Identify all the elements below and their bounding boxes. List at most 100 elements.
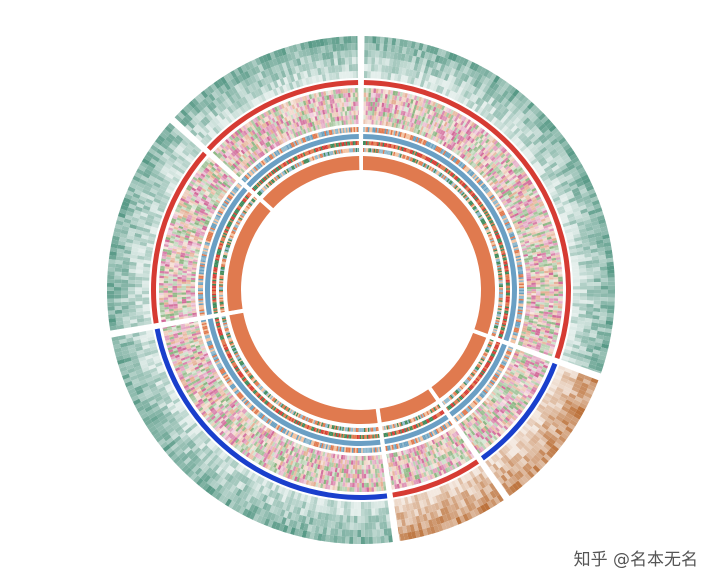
heatmap-cell <box>558 284 563 287</box>
heatmap-cell <box>552 242 558 246</box>
heatmap-cell <box>422 58 428 67</box>
heatmap-cell <box>445 117 450 123</box>
heatmap-cell <box>512 107 520 115</box>
heatmap-cell <box>459 152 465 158</box>
heatmap-cell <box>533 316 539 320</box>
heatmap-cell <box>420 97 425 103</box>
heatmap-cell <box>520 216 526 221</box>
heatmap-cell <box>418 42 424 51</box>
heatmap-cell <box>526 246 532 250</box>
heatmap-cell <box>523 253 529 257</box>
heatmap-cell <box>350 515 354 523</box>
heatmap-cell <box>372 468 376 474</box>
heatmap-cell <box>529 202 535 207</box>
heatmap-cell <box>583 324 592 330</box>
heatmap-cell <box>390 44 396 53</box>
heatmap-cell <box>529 241 535 245</box>
heatmap-cell <box>553 130 562 139</box>
heatmap-cell <box>346 508 351 516</box>
heatmap-cell <box>552 262 557 266</box>
heatmap-cell <box>357 536 361 544</box>
heatmap-cell <box>513 161 519 167</box>
heatmap-cell <box>553 284 559 287</box>
heatmap-cell <box>599 351 608 357</box>
heatmap-cell <box>589 213 597 220</box>
heatmap-cell <box>537 319 543 323</box>
heatmap-cell <box>371 57 376 65</box>
heatmap-cell <box>548 225 554 230</box>
heatmap-cell <box>485 145 491 151</box>
heatmap-cell <box>388 112 392 118</box>
heatmap-cell <box>525 334 530 338</box>
heatmap-cell <box>556 261 562 265</box>
heatmap-cell <box>514 186 520 192</box>
heatmap-cell <box>386 44 392 52</box>
heatmap-cell <box>596 214 605 221</box>
heatmap-cell <box>559 212 567 218</box>
heatmap-cell <box>522 137 531 145</box>
heatmap-cell <box>361 455 364 461</box>
heatmap-cell <box>493 140 499 146</box>
heatmap-cell <box>380 88 384 94</box>
heatmap-cell <box>359 482 362 488</box>
heatmap-cell <box>601 234 610 240</box>
heatmap-cell <box>466 91 473 100</box>
heatmap-cell <box>368 464 371 470</box>
heatmap-cell <box>508 86 517 95</box>
heatmap-cell <box>462 138 467 144</box>
heatmap-cell <box>351 487 355 492</box>
heatmap-cell <box>377 71 382 79</box>
heatmap-cell <box>558 296 563 299</box>
heatmap-cell <box>588 363 597 370</box>
heatmap-cell <box>544 181 553 188</box>
heatmap-cell <box>435 85 442 93</box>
category-cell <box>489 194 495 199</box>
heatmap-cell <box>549 190 558 197</box>
heatmap-cell <box>435 112 440 118</box>
heatmap-cell <box>456 71 463 80</box>
heatmap-cell <box>508 162 514 168</box>
heatmap-cell <box>378 508 383 516</box>
heatmap-cell <box>429 82 435 91</box>
heatmap-cell <box>451 125 456 131</box>
category-cell <box>493 200 499 205</box>
heatmap-cell <box>345 529 350 537</box>
heatmap-cell <box>446 138 451 144</box>
heatmap-cell <box>553 286 559 289</box>
heatmap-cell <box>458 114 463 120</box>
heatmap-cell <box>576 180 585 188</box>
heatmap-cell <box>441 79 448 88</box>
heatmap-cell <box>532 198 538 203</box>
heatmap-cell <box>375 473 378 478</box>
heatmap-cell <box>392 59 398 67</box>
heatmap-cell <box>586 278 594 283</box>
heatmap-cell <box>549 277 554 280</box>
heatmap-cell <box>466 67 473 76</box>
heatmap-cell <box>557 266 562 270</box>
heatmap-cell <box>479 134 485 140</box>
heatmap-cell <box>544 229 550 234</box>
heatmap-cell <box>469 69 477 78</box>
heatmap-cell <box>502 176 508 181</box>
heatmap-cell <box>472 163 477 169</box>
heatmap-cell <box>353 508 358 516</box>
heatmap-cell <box>539 243 545 247</box>
heatmap-cell <box>555 202 564 209</box>
heatmap-cell <box>418 96 423 102</box>
heatmap-cell <box>471 128 477 134</box>
heatmap-cell <box>498 158 504 164</box>
heatmap-cell <box>539 216 546 220</box>
heatmap-cell <box>544 275 550 278</box>
heatmap-cell <box>448 60 456 69</box>
heatmap-cell <box>536 323 542 327</box>
heatmap-cell <box>509 203 515 208</box>
heatmap-cell <box>363 464 367 470</box>
heatmap-cell <box>411 113 415 119</box>
heatmap-cell <box>523 321 529 325</box>
heatmap-cell <box>365 101 369 107</box>
heatmap-cell <box>428 74 434 83</box>
heatmap-cell <box>461 143 466 149</box>
heatmap-cell <box>516 101 525 110</box>
heatmap-cell <box>545 249 551 253</box>
heatmap-cell <box>543 263 548 267</box>
